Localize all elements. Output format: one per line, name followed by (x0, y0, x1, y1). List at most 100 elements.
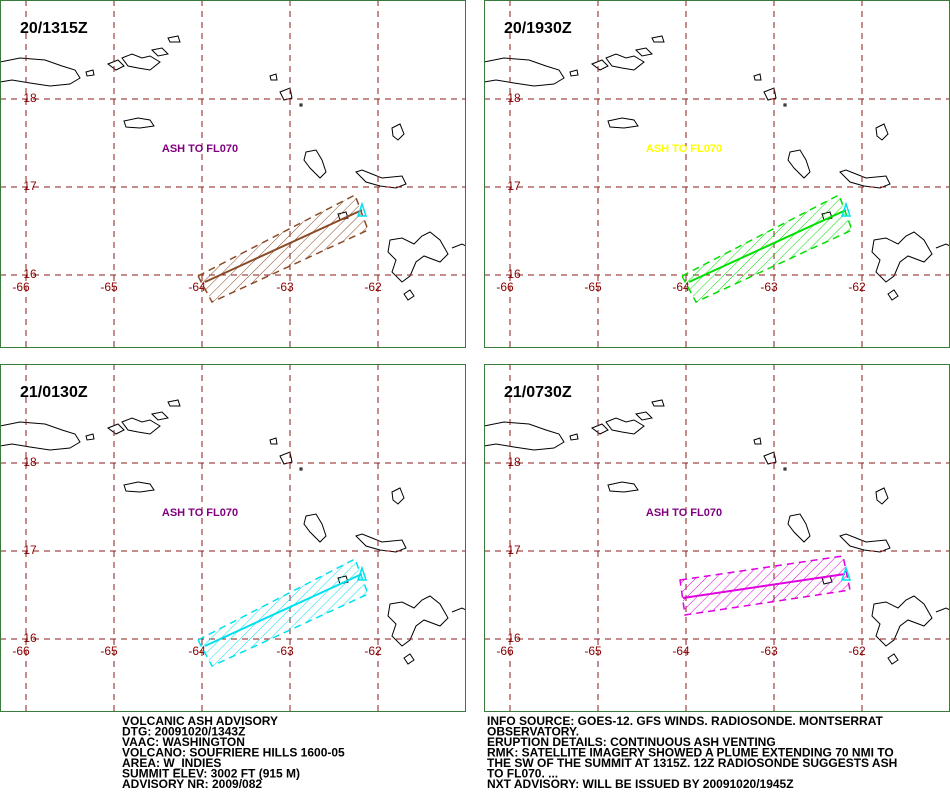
coastline (875, 487, 889, 505)
ash-label: ASH TO FL070 (646, 143, 722, 155)
advisory-line: SUMMIT ELEV: 3002 FT (915 M) (122, 767, 300, 781)
coastline (303, 149, 327, 179)
advisory-line: DTG: 20091020/1343Z (122, 725, 245, 739)
ash-label: ASH TO FL070 (646, 507, 722, 519)
coastline (605, 417, 645, 435)
coastline (121, 53, 161, 71)
panel-frame (0, 0, 466, 348)
ash-label: ASH TO FL070 (162, 143, 238, 155)
lon-label: -62 (364, 280, 382, 294)
panel-frame (484, 364, 950, 712)
coastline (634, 411, 654, 421)
map-panel: -66 -65 -64 -63 -62 18 17 16 ASH TO FL070 20/1315… (0, 0, 466, 348)
coastline (935, 243, 950, 249)
coastline (651, 35, 665, 43)
panel-content: -66 -65 -64 -63 -62 18 17 16 ASH TO FL070 20/1930… (484, 0, 950, 348)
advisory-line: INFO SOURCE: GOES-12. GFS WINDS. RADIOSO… (487, 714, 883, 728)
lat-label: 17 (507, 543, 521, 557)
lat-label: 17 (23, 179, 37, 193)
coastline (887, 653, 899, 665)
lon-label: -63 (276, 644, 294, 658)
map-panel: -66 -65 -64 -63 -62 18 17 16 ASH TO FL070 21/0730… (484, 364, 950, 712)
coastline (123, 117, 155, 129)
coastline (387, 595, 449, 647)
advisory-line: OBSERVATORY. (487, 725, 579, 739)
coastline (783, 467, 787, 471)
advisory-line: TO FL070. ... (487, 767, 558, 781)
panel-content: -66 -65 -64 -63 -62 18 17 16 ASH TO FL070 21/0130… (0, 364, 466, 712)
coastline (391, 487, 405, 505)
coastline (279, 451, 293, 465)
advisory-line: VAAC: WASHINGTON (122, 735, 245, 749)
coastline (303, 513, 327, 543)
lon-label: -66 (12, 644, 30, 658)
coastline (85, 433, 95, 441)
volcano-symbol (840, 201, 852, 217)
coastline (839, 533, 891, 553)
ash-plume (196, 557, 369, 667)
valid-time: 21/0730Z (504, 384, 572, 401)
plume-axis (682, 573, 846, 599)
coastline (753, 437, 762, 445)
coastline (871, 231, 933, 283)
lon-label: -62 (848, 644, 866, 658)
coastline (607, 481, 639, 493)
coastline (269, 73, 278, 81)
advisory-line: VOLCANIC ASH ADVISORY (122, 714, 278, 728)
coastline (787, 149, 811, 179)
panel-content: -66 -65 -64 -63 -62 18 17 16 ASH TO FL070 20/1315… (0, 0, 466, 348)
advisory-line: NXT ADVISORY: WILL BE ISSUED BY 20091020… (487, 777, 794, 791)
coastline (887, 289, 899, 301)
panel-content: -66 -65 -64 -63 -62 18 17 16 ASH TO FL070 21/0730… (484, 364, 950, 712)
panel-frame (0, 364, 466, 712)
volcano-symbol (356, 201, 368, 217)
lat-label: 16 (507, 631, 521, 645)
lat-label: 18 (23, 91, 37, 105)
coastline (839, 169, 891, 189)
advisory-line: ERUPTION DETAILS: CONTINUOUS ASH VENTING (487, 735, 776, 749)
coastline (787, 513, 811, 543)
coastline (123, 481, 155, 493)
advisory-line: AREA: W_INDIES (122, 756, 221, 770)
coastline (167, 399, 181, 407)
coastline (279, 87, 293, 101)
valid-time: 20/1315Z (20, 20, 88, 37)
lat-label: 16 (507, 267, 521, 281)
coastline (106, 59, 125, 71)
lat-label: 16 (23, 267, 37, 281)
coastline (569, 433, 579, 441)
coastline (569, 69, 579, 77)
volcano-symbol (356, 565, 368, 581)
coastline (355, 169, 407, 189)
coastline (167, 35, 181, 43)
coastline (783, 103, 787, 107)
coastline (0, 421, 81, 451)
coastline (763, 87, 777, 101)
coastline (753, 73, 762, 81)
coastline (651, 399, 665, 407)
lon-label: -63 (276, 280, 294, 294)
lon-label: -63 (760, 280, 778, 294)
coastline (484, 57, 565, 87)
coastline (484, 421, 565, 451)
plume-axis (204, 573, 363, 647)
advisory-line: RMK: SATELLITE IMAGERY SHOWED A PLUME EX… (487, 746, 894, 760)
lon-label: -63 (760, 644, 778, 658)
lat-label: 18 (507, 91, 521, 105)
coastline (451, 607, 466, 613)
ash-label: ASH TO FL070 (162, 507, 238, 519)
lon-label: -65 (584, 644, 602, 658)
plume-axis (204, 209, 363, 283)
lon-label: -64 (188, 280, 206, 294)
coastline (85, 69, 95, 77)
lon-label: -64 (672, 644, 690, 658)
coastline (403, 653, 415, 665)
ash-plume (680, 193, 853, 303)
lon-label: -62 (364, 644, 382, 658)
coastline (403, 289, 415, 301)
coastline (299, 467, 303, 471)
lon-label: -66 (496, 280, 514, 294)
volcano-symbol (840, 565, 852, 581)
advisory-line: ADVISORY NR: 2009/082 (122, 777, 262, 791)
